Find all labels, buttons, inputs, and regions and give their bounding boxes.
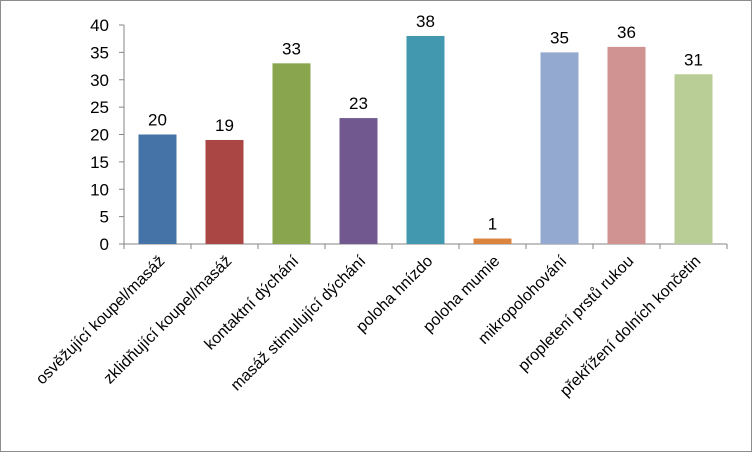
y-tick-label: 40 [90, 16, 109, 35]
y-tick-label: 5 [100, 208, 109, 227]
data-label: 23 [349, 94, 368, 113]
category-label: zklidňující koupel/masáž [101, 253, 236, 388]
data-label: 35 [550, 28, 569, 47]
bar [540, 52, 579, 244]
y-tick-label: 20 [90, 126, 109, 145]
data-label: 36 [617, 23, 636, 42]
category-label: propletení prstů rukou [515, 252, 638, 375]
data-label: 1 [488, 215, 497, 234]
bars [138, 35, 713, 245]
y-axis-ticks: 0 5 10 15 20 25 30 35 40 [90, 16, 124, 254]
y-tick-label: 15 [90, 153, 109, 172]
category-label: masáž stimulující dýchání [228, 252, 370, 394]
bar [607, 46, 646, 245]
data-label: 20 [148, 111, 167, 130]
data-label: 38 [416, 12, 435, 31]
data-label: 33 [282, 39, 301, 58]
data-labels: 20 19 33 23 38 1 35 36 31 [148, 12, 703, 234]
bar [339, 118, 378, 244]
y-tick-label: 25 [90, 98, 109, 117]
data-label: 31 [684, 50, 703, 69]
y-tick-label: 10 [90, 180, 109, 199]
bar [406, 35, 445, 245]
bar [674, 74, 713, 245]
y-tick-label: 35 [90, 43, 109, 62]
y-tick-label: 0 [100, 235, 109, 254]
category-label: osvěžující koupel/masáž [33, 253, 168, 388]
bar [473, 238, 512, 244]
y-tick-label: 30 [90, 71, 109, 90]
bar [205, 139, 244, 244]
bar [272, 63, 311, 245]
data-label: 19 [215, 116, 234, 135]
bar [138, 134, 177, 244]
category-label: překřížení dolních končetin [557, 253, 704, 400]
